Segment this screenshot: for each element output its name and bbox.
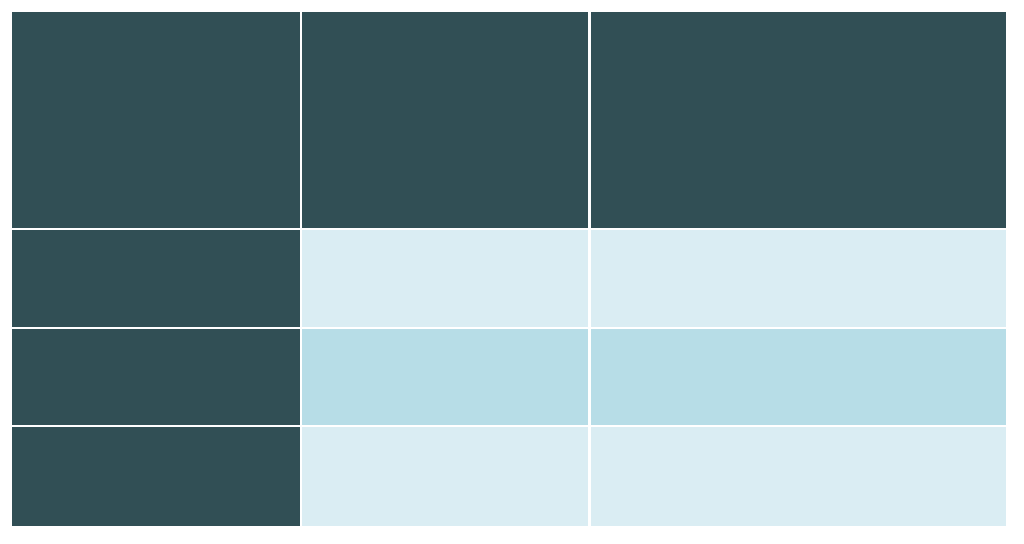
table-cell bbox=[302, 329, 588, 425]
row-header-cell bbox=[12, 329, 300, 425]
table-cell bbox=[302, 230, 588, 327]
table-cell bbox=[591, 329, 1006, 425]
header-cell bbox=[302, 12, 588, 228]
header-cell bbox=[12, 12, 300, 228]
table-cell bbox=[302, 427, 588, 526]
header-cell bbox=[591, 12, 1006, 228]
row-header-cell bbox=[12, 427, 300, 526]
table-cell bbox=[591, 230, 1006, 327]
row-header-cell bbox=[12, 230, 300, 327]
table-cell bbox=[591, 427, 1006, 526]
